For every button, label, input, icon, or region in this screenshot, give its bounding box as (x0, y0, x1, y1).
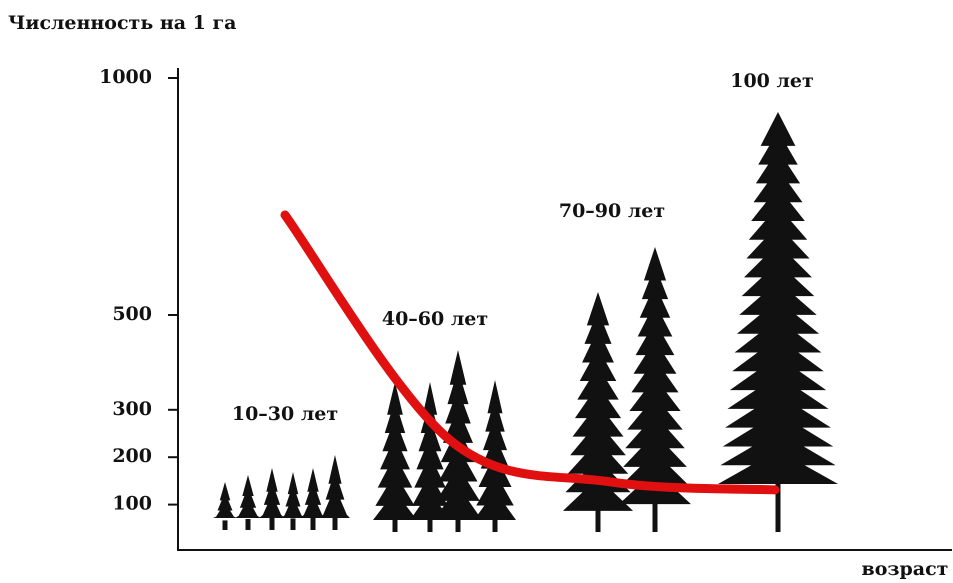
y-tick-label: 100 (112, 493, 152, 515)
tree-crown (320, 455, 350, 518)
chart: Численность на 1 га возраст 100 200 300 500… (0, 0, 953, 583)
y-tick-label: 1000 (99, 66, 152, 88)
tree-trunk (596, 484, 601, 532)
tree-crown (259, 468, 285, 518)
category-label: 40–60 лет (382, 308, 488, 330)
tree-trunk (428, 502, 433, 532)
tree-crown (281, 472, 305, 518)
tree-trunk (223, 520, 228, 530)
category-label: 100 лет (730, 70, 814, 92)
tree-trunk (311, 518, 316, 530)
category-label: 10–30 лет (232, 403, 338, 425)
category-label: 70–90 лет (559, 200, 665, 222)
tree-trunk (493, 502, 498, 532)
tree-trunk (246, 519, 251, 530)
curve (285, 215, 775, 490)
tree-crown (619, 247, 691, 504)
tree-trunk (393, 502, 398, 532)
tree-crown (235, 475, 261, 518)
y-tick-label: 300 (112, 398, 152, 420)
tree-crown (474, 380, 516, 520)
y-tick-label: 200 (112, 445, 152, 467)
y-axis-label: Численность на 1 га (8, 12, 236, 34)
tree-crown (213, 482, 237, 518)
tree-trunk (270, 518, 275, 530)
y-tick-label: 500 (112, 303, 152, 325)
tree-crown (300, 468, 326, 518)
tree-crown (718, 112, 838, 484)
tree-trunk (291, 518, 296, 530)
tree-illustrations (213, 112, 838, 532)
tree-trunk (333, 515, 338, 530)
x-axis-label: возраст (862, 558, 949, 580)
tree-trunk (456, 496, 461, 532)
